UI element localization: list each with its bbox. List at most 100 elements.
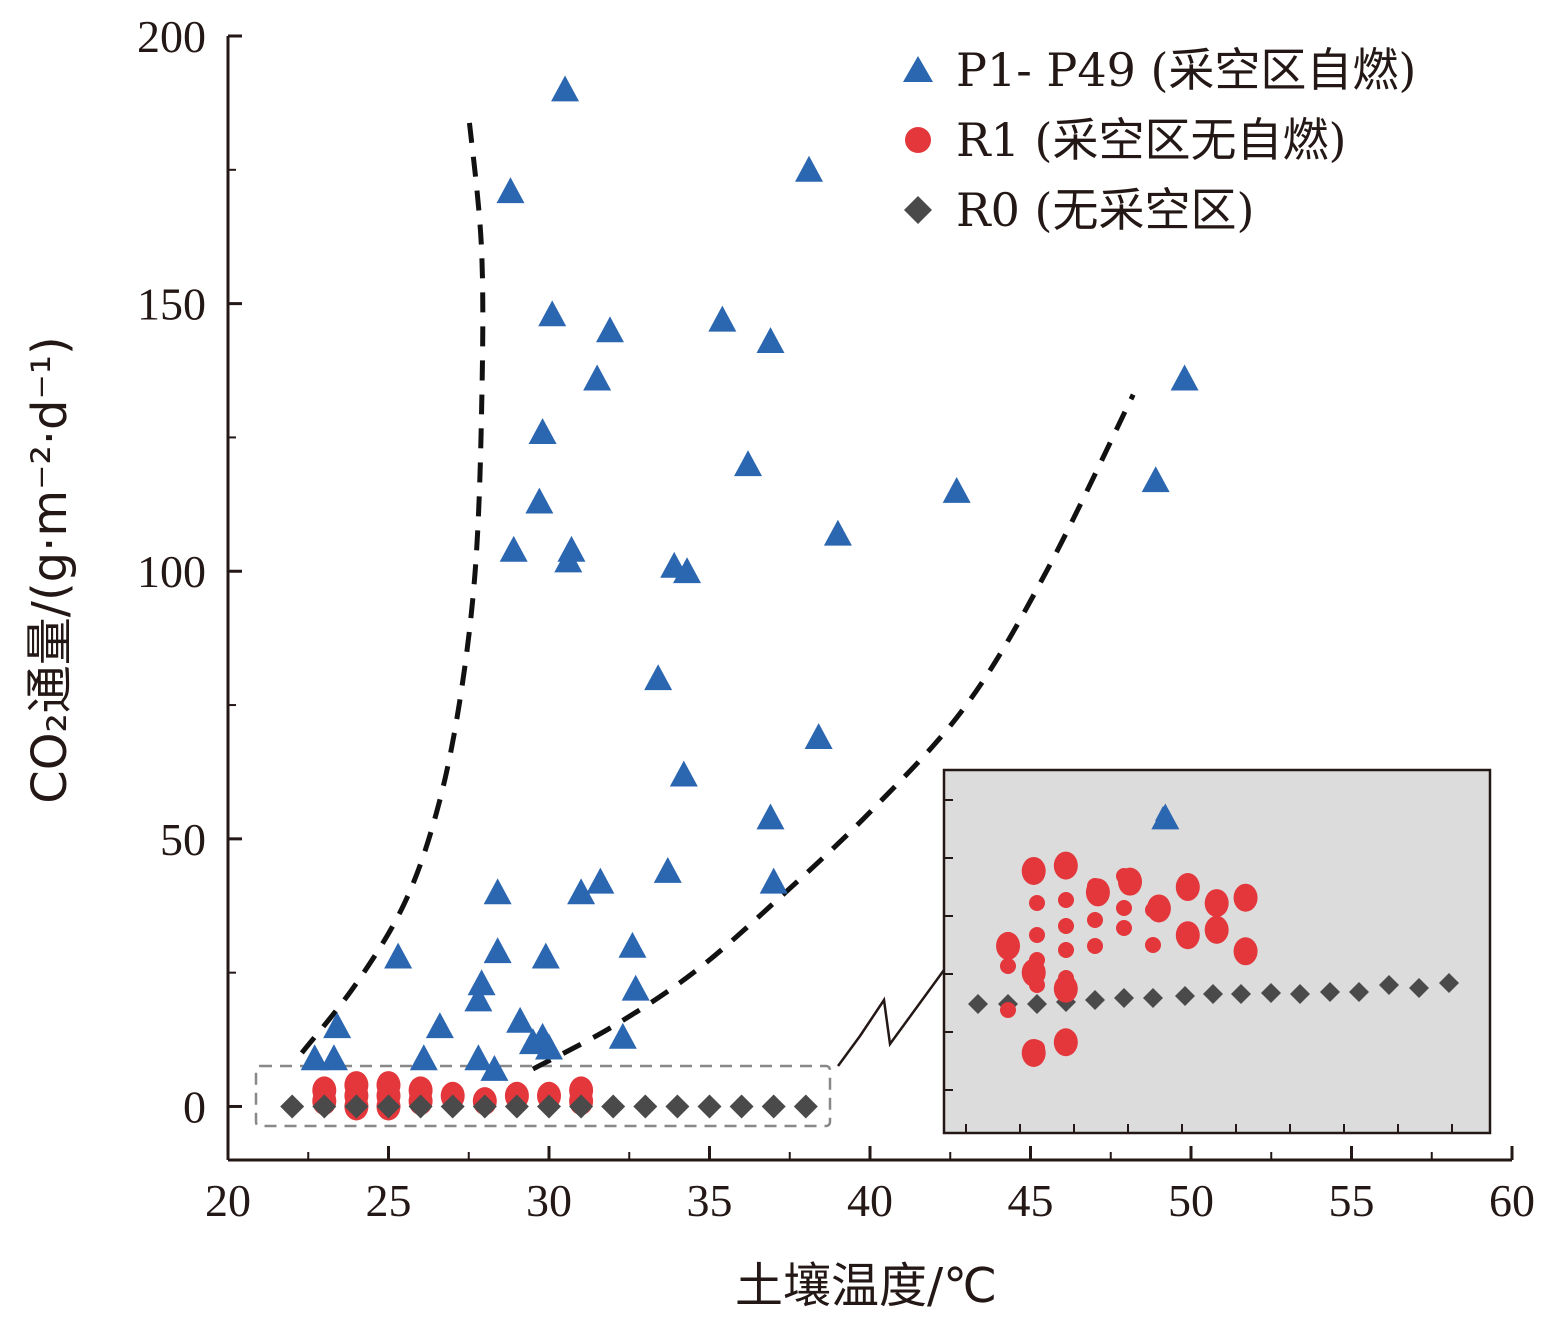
p-series-triangle-point [384, 942, 413, 969]
inset-circle-point [1087, 912, 1103, 928]
r1-series-circle-point [1021, 856, 1046, 885]
dashed-trend-line [531, 393, 1136, 1072]
p-series-triangle-point [759, 867, 788, 894]
x-tick-label: 30 [526, 1175, 572, 1226]
x-tick-label: 35 [687, 1175, 733, 1226]
x-tick-label: 55 [1329, 1175, 1375, 1226]
inset-diamond-point [1085, 990, 1105, 1010]
r1-series-circle-point [1175, 921, 1200, 950]
inset-diamond-point [1114, 988, 1134, 1008]
p-series-triangle-point [528, 1022, 557, 1049]
r0-series-diamond-point [665, 1094, 690, 1119]
inset-circle-point [1145, 937, 1161, 953]
p-series-triangle-point [525, 487, 554, 514]
p-series-triangle-point [618, 931, 647, 958]
r0-series-diamond-point [344, 1094, 369, 1119]
r1-series-circle-point [1233, 937, 1258, 966]
p-series-triangle-point [586, 867, 615, 894]
p-series-triangle-point [483, 878, 512, 905]
inset-diamond-point [1175, 986, 1195, 1006]
p-series-triangle-point [499, 535, 528, 562]
p-series-triangle-point [1170, 364, 1199, 391]
inset-circle-point [1000, 958, 1016, 974]
dashed-trend-line [299, 116, 486, 1055]
p-series-triangle-point [608, 1022, 637, 1049]
p-series-triangle-point [319, 1044, 348, 1071]
y-tick-label: 0 [183, 1081, 206, 1132]
p-series-triangle-point [595, 316, 624, 343]
r0-series-diamond-point [633, 1094, 658, 1119]
p-series-triangle-point [823, 519, 852, 546]
p-series-triangle-point [531, 942, 560, 969]
r0-series-diamond-point [280, 1094, 305, 1119]
r0-series-diamond-point [761, 1094, 786, 1119]
r1-series-circle-point [408, 1076, 433, 1105]
inset-diamond-point [1290, 984, 1310, 1004]
p-series-triangle-point [425, 1012, 454, 1039]
r0-series-diamond-point [537, 1094, 561, 1119]
x-tick-label: 60 [1489, 1175, 1535, 1226]
r1-series-circle-point [1146, 894, 1171, 923]
p-series-triangle-point [734, 450, 763, 477]
y-tick-label: 50 [160, 814, 206, 865]
p-series-triangle-point [480, 1055, 509, 1081]
p-series-triangle-point [942, 476, 971, 503]
x-tick-label: 25 [366, 1175, 412, 1226]
data-points [280, 75, 1258, 1121]
p-series-triangle-point [409, 1044, 438, 1071]
r1-series-circle-point [1233, 883, 1258, 912]
r0-series-diamond-point [312, 1094, 337, 1119]
legend-label: R0 (无采空区) [956, 183, 1254, 237]
r0-series-diamond-point [440, 1094, 465, 1119]
legend-diamond-icon [904, 196, 932, 224]
p-series-triangle-point [300, 1044, 329, 1071]
r0-series-diamond-point [376, 1094, 401, 1119]
x-tick-label: 45 [1008, 1175, 1054, 1226]
p-series-triangle-point [756, 327, 785, 353]
inset-circle-point [1029, 927, 1045, 943]
r0-series-diamond-point [793, 1094, 818, 1119]
r0-series-diamond-point [504, 1094, 529, 1119]
p-series-triangle-point [1151, 803, 1180, 830]
p-series-triangle-point [708, 305, 737, 332]
r1-series-circle-point [344, 1071, 369, 1100]
inset-diamond-point [1379, 975, 1399, 995]
y-axis-title: CO₂通量/(g·m⁻²·d⁻¹) [22, 336, 78, 804]
r0-series-diamond-point [569, 1094, 594, 1119]
p-series-triangle-point [323, 1012, 352, 1039]
p-series-triangle-point [583, 364, 612, 391]
r1-series-circle-point [1204, 915, 1229, 944]
inset-frame [942, 768, 1492, 1135]
p-series-triangle-point [506, 1006, 535, 1033]
inset-diamond-point [968, 994, 988, 1014]
r1-series-circle-point [569, 1076, 594, 1105]
p-series-triangle-point [464, 1044, 493, 1071]
r1-series-circle-point [1053, 974, 1078, 1003]
inset-circle-point [1029, 895, 1045, 911]
inset-diamond-point [1320, 982, 1340, 1002]
p-series-triangle-point [795, 155, 824, 182]
r1-series-circle-point [312, 1076, 337, 1105]
r1-series-circle-point [1204, 889, 1229, 918]
x-tick-label: 40 [847, 1175, 893, 1226]
inset-diamond-point [1203, 984, 1223, 1004]
inset-circle-point [1058, 942, 1074, 958]
p-series-triangle-point [551, 75, 580, 102]
inset-circle-point [1058, 892, 1074, 908]
r0-series-diamond-point [729, 1094, 754, 1119]
p-series-triangle-point [673, 557, 702, 584]
inset-diamond-point [1349, 982, 1369, 1002]
inset-diamond-point [1027, 994, 1047, 1014]
p-series-triangle-point [538, 300, 567, 327]
p-series-triangle-point [467, 969, 496, 996]
p-series-triangle-point [464, 985, 493, 1012]
p-series-triangle-point [804, 723, 833, 750]
x-axis-title: 土壤温度/℃ [735, 1258, 997, 1314]
p-series-triangle-point [621, 974, 650, 1001]
p-series-triangle-point [554, 546, 583, 573]
axes: 20 25 30 35 40 45 50 55 60 0 50 100 150 200 [137, 11, 1535, 1226]
inset-circle-point [1116, 900, 1132, 916]
p-series-triangle-point [644, 664, 673, 691]
legend-circle-icon [905, 127, 931, 153]
